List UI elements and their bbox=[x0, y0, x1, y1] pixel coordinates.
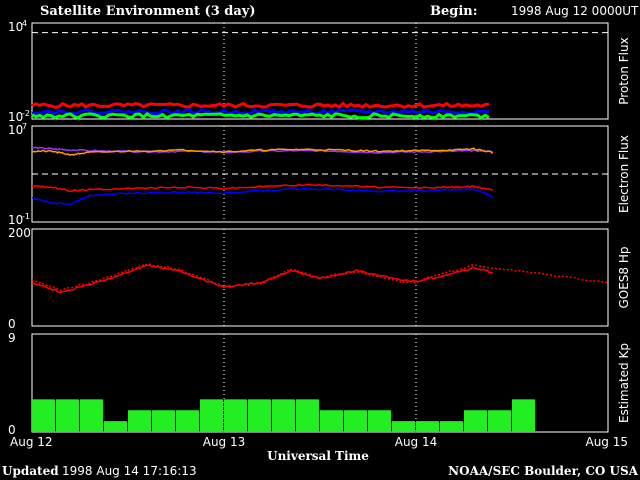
estimated-kp-bar bbox=[392, 421, 415, 432]
estimated-kp-bar bbox=[200, 399, 223, 432]
electron-flux-ytick-top-exp: 7 bbox=[22, 122, 27, 131]
estimated-kp-bar bbox=[176, 410, 199, 432]
proton-flux-ytick-top: 10 bbox=[8, 20, 23, 34]
updated-label: Updated bbox=[2, 464, 59, 478]
estimated-kp-bar bbox=[416, 421, 439, 432]
estimated-kp-bar bbox=[56, 399, 79, 432]
goes8-hp-ytick-top: 200 bbox=[8, 226, 31, 240]
electron-flux-series-line bbox=[31, 187, 493, 206]
estimated-kp-bar bbox=[248, 399, 271, 432]
estimated-kp-ytick-bottom: 0 bbox=[8, 423, 16, 437]
estimated-kp-bar bbox=[32, 399, 55, 432]
electron-flux-ylabel: Electron Flux bbox=[617, 135, 631, 213]
goes8-hp-series-line bbox=[31, 264, 494, 294]
estimated-kp-bar bbox=[344, 410, 367, 432]
estimated-kp-bar bbox=[152, 410, 175, 432]
x-tick-label: Aug 13 bbox=[203, 435, 246, 449]
electron-flux-series-line bbox=[31, 183, 494, 192]
begin-value: 1998 Aug 12 0000UT bbox=[511, 4, 639, 18]
chart-title: Satellite Environment (3 day) bbox=[40, 4, 255, 19]
estimated-kp-bar bbox=[104, 421, 127, 432]
electron-flux-ytick-bottom-exp: -1 bbox=[22, 212, 30, 221]
proton-flux-series-line bbox=[32, 108, 490, 116]
proton-flux-ylabel: Proton Flux bbox=[617, 37, 631, 104]
estimated-kp-bar bbox=[320, 410, 343, 432]
x-tick-label: Aug 14 bbox=[395, 435, 438, 449]
goes8-hp-frame bbox=[31, 228, 609, 327]
estimated-kp-bar bbox=[440, 421, 463, 432]
estimated-kp-bar bbox=[296, 399, 319, 432]
electron-flux-series-line bbox=[31, 147, 494, 157]
electron-flux-ytick-bottom: 10 bbox=[8, 213, 23, 227]
electron-flux-ytick-top: 10 bbox=[8, 123, 23, 137]
x-tick-label: Aug 12 bbox=[10, 435, 53, 449]
x-tick-label: Aug 15 bbox=[585, 435, 628, 449]
proton-flux-ytick-top-exp: 4 bbox=[22, 19, 27, 28]
estimated-kp-bar bbox=[224, 399, 247, 432]
goes8-hp-series-line bbox=[31, 262, 608, 292]
goes8-hp-ytick-bottom: 0 bbox=[8, 317, 16, 331]
proton-flux-ytick-bottom-exp: -2 bbox=[22, 109, 30, 118]
updated-value: 1998 Aug 14 17:16:13 bbox=[62, 464, 197, 478]
estimated-kp-bar bbox=[512, 399, 535, 432]
estimated-kp-bar bbox=[272, 399, 295, 432]
electron-flux-series-line bbox=[31, 146, 494, 154]
credit: NOAA/SEC Boulder, CO USA bbox=[448, 464, 639, 478]
x-axis-label: Universal Time bbox=[267, 449, 369, 463]
goes8-hp-ylabel: GOES8 Hp bbox=[617, 246, 631, 308]
estimated-kp-bar bbox=[488, 410, 511, 432]
begin-label: Begin: bbox=[430, 4, 478, 19]
estimated-kp-bar bbox=[80, 399, 103, 432]
proton-flux-ytick-bottom: 10 bbox=[8, 110, 23, 124]
proton-flux-frame bbox=[31, 22, 609, 120]
proton-flux-series-line bbox=[31, 101, 490, 109]
estimated-kp-bar bbox=[464, 410, 487, 432]
estimated-kp-bar bbox=[128, 410, 151, 432]
proton-flux-series-line bbox=[31, 111, 490, 120]
estimated-kp-ylabel: Estimated Kp bbox=[617, 343, 631, 423]
estimated-kp-bar bbox=[368, 410, 391, 432]
estimated-kp-ytick-top: 9 bbox=[8, 331, 16, 345]
